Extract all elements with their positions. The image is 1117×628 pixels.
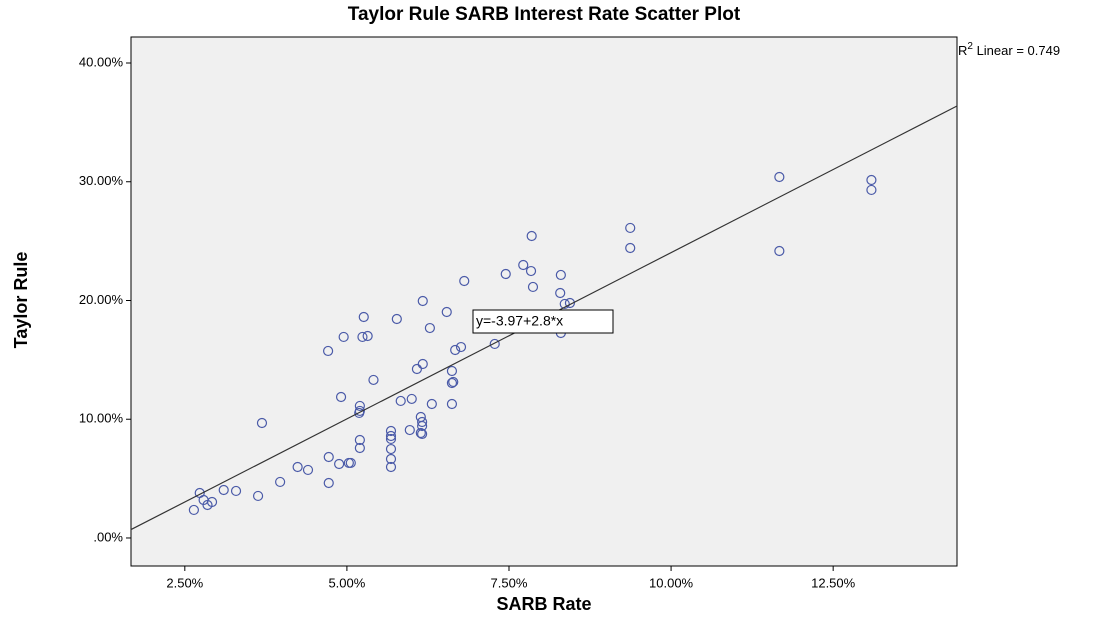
point [446,365,458,377]
point [441,306,452,318]
point [625,222,636,234]
point [358,311,369,323]
point [345,457,356,469]
point [357,331,368,343]
point [500,268,511,280]
point [354,407,365,419]
point [292,461,303,473]
y-tick-label: 40.00% [79,54,124,69]
point [564,297,576,309]
point [275,476,286,488]
point [417,295,428,307]
x-tick-label: 10.00% [649,575,694,590]
point [252,490,264,502]
point [415,411,426,423]
r2-prefix: R [958,43,967,58]
point [354,434,365,446]
point [866,184,877,196]
x-axis-label: SARB Rate [496,594,591,614]
point [417,428,428,440]
point [426,398,437,410]
point [323,477,334,489]
point [526,230,537,242]
point [322,345,334,357]
y-tick-label: .00% [93,529,123,544]
point [188,504,199,516]
point [525,265,537,277]
point [206,496,218,508]
point [334,458,345,470]
point [230,485,242,497]
point [385,461,397,473]
point [256,417,268,429]
point [415,427,426,439]
point [424,322,435,334]
point [385,453,397,465]
point [555,287,566,299]
point [218,484,229,496]
point [527,281,539,293]
point [362,330,373,342]
point [335,391,347,403]
point [385,425,397,437]
point [459,275,470,287]
point [368,374,379,386]
point [446,377,458,389]
x-tick-label: 2.50% [166,575,203,590]
point [555,269,566,281]
y-tick-label: 10.00% [79,411,124,426]
point [411,363,423,375]
point [559,298,570,310]
point [354,442,365,454]
point [323,451,334,463]
point [450,344,461,356]
point [417,358,428,370]
point [395,395,406,407]
point [391,313,402,325]
point [385,430,397,442]
y-axis-label: Taylor Rule [11,252,31,349]
point [446,398,458,410]
r2-superscript: 2 [967,41,973,52]
point [338,331,349,343]
r2-label: R2 Linear = 0.749 [958,41,1060,59]
point [518,259,529,271]
point [302,464,314,476]
x-tick-label: 5.00% [328,575,365,590]
y-tick-label: 20.00% [79,292,124,307]
point [448,376,459,388]
point [417,416,428,428]
y-tick-label: 30.00% [79,173,124,188]
point [385,443,397,455]
fit-label-box [472,309,614,334]
point [404,424,415,436]
point [354,400,365,412]
fit-label: y=-3.97+2.8*x [476,313,563,329]
point [866,174,877,186]
point [774,245,785,257]
point [489,338,500,350]
x-tick-label: 12.50% [811,575,856,590]
x-tick-label: 7.50% [491,575,528,590]
point [774,171,785,183]
point [625,242,636,254]
chart-title: Taylor Rule SARB Interest Rate Scatter P… [348,4,741,25]
r2-text: Linear = 0.749 [973,43,1060,58]
point [406,393,417,405]
point [385,433,397,445]
point [455,341,467,353]
plot-area [130,36,958,567]
